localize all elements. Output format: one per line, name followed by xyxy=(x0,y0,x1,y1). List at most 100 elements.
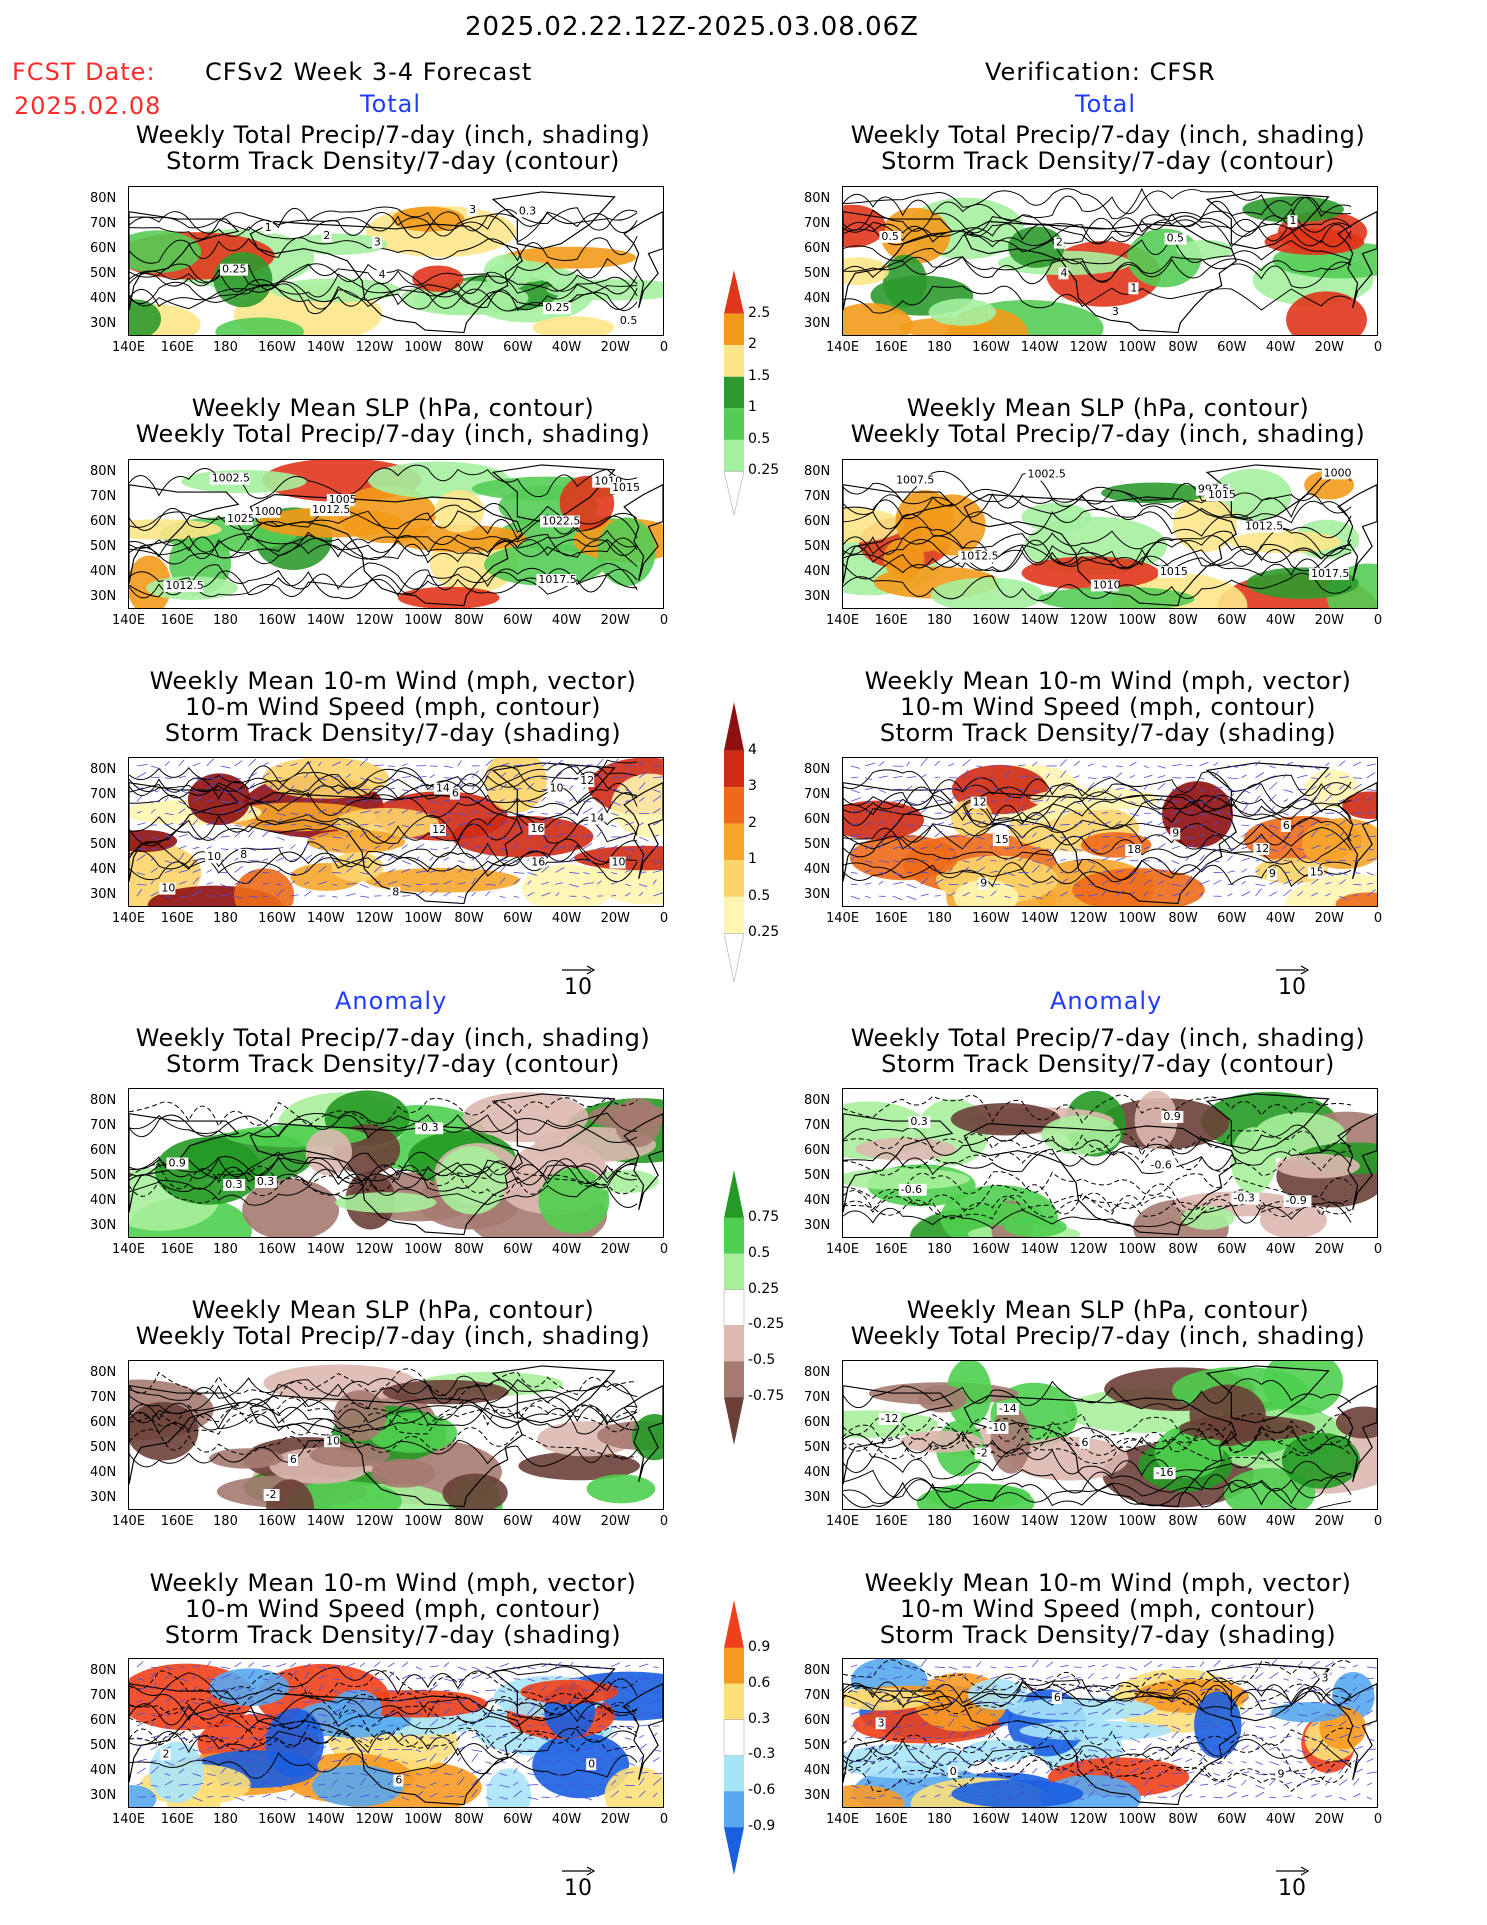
colorbar-segment xyxy=(723,933,745,982)
wind-vector xyxy=(1241,1721,1246,1727)
contour-line xyxy=(129,533,638,564)
lon-tick-label: 120W xyxy=(355,340,394,355)
wind-vector xyxy=(625,1664,631,1668)
wind-vector xyxy=(415,1749,422,1753)
contour-label: 2 xyxy=(1053,236,1064,249)
wind-vector xyxy=(248,870,255,873)
wind-vector xyxy=(1059,770,1067,778)
wind-vector xyxy=(429,801,441,804)
wind-vector xyxy=(317,761,322,767)
wind-vector xyxy=(1325,1661,1335,1668)
wind-vector xyxy=(1157,860,1166,864)
wind-vector xyxy=(597,1733,604,1739)
wind-vector xyxy=(318,855,325,861)
contour-line xyxy=(129,1670,638,1701)
wind-vector xyxy=(1060,823,1070,826)
wind-vector xyxy=(429,848,438,851)
svg-text:9: 9 xyxy=(1269,867,1276,880)
wind-vector xyxy=(499,811,507,814)
wind-vector xyxy=(485,842,491,850)
wind-vector xyxy=(387,1662,395,1668)
wind-vector xyxy=(206,1661,212,1668)
wind-vector xyxy=(962,1745,973,1751)
wind-vector xyxy=(1101,856,1110,861)
wind-vector xyxy=(387,1700,399,1703)
wind-vector xyxy=(1311,1722,1319,1727)
wind-vector xyxy=(990,1794,999,1798)
wind-vector xyxy=(1060,1664,1069,1668)
wind-vector xyxy=(1255,836,1264,839)
forecast-total-precip-storm-map: 4 3 2 3 1 0.5 0.25 0.25 0.3 xyxy=(128,186,664,336)
lon-tick-label: 140W xyxy=(306,1242,345,1257)
wind-vector xyxy=(206,1695,214,1703)
contour-label: 0.5 xyxy=(1164,232,1187,245)
shading-blob xyxy=(364,867,520,893)
colorbar-label: -0.6 xyxy=(748,1782,776,1799)
contour-line xyxy=(843,526,1352,557)
contour-label: 12 xyxy=(1253,842,1270,855)
shading-blob xyxy=(486,1768,532,1807)
wind-vector xyxy=(164,1780,173,1786)
lon-tick-label: 160W xyxy=(972,340,1010,355)
wind-vector xyxy=(387,868,396,873)
wind-vector xyxy=(443,1784,449,1786)
wind-vector xyxy=(220,820,229,826)
wind-vector xyxy=(569,834,578,838)
wind-vector xyxy=(1004,1780,1010,1786)
contour-line xyxy=(129,1379,638,1415)
wind-vector xyxy=(457,882,466,885)
wind-vector xyxy=(976,1685,984,1691)
wind-vector xyxy=(1227,793,1235,802)
shading-blob xyxy=(843,204,886,248)
wind-vector xyxy=(555,867,565,873)
contour-line xyxy=(843,1727,1352,1761)
wind-vector xyxy=(1004,1796,1014,1800)
contour-line xyxy=(129,1427,638,1458)
wind-vector xyxy=(1310,829,1319,838)
asia-outline xyxy=(129,782,240,882)
wind-vector xyxy=(1255,859,1261,862)
wind-vector xyxy=(457,1768,464,1774)
wind-vector xyxy=(850,822,859,826)
wind-vector xyxy=(610,758,619,767)
wind-vector xyxy=(611,844,618,850)
wind-vector xyxy=(906,895,917,901)
wind-vector xyxy=(1032,1678,1039,1680)
lon-tick-label: 80W xyxy=(454,613,484,628)
wind-vector xyxy=(1143,836,1150,839)
wind-vector xyxy=(332,860,339,863)
wind-vector xyxy=(1352,1759,1360,1762)
panel-title-line: Storm Track Density/7-day (contour) xyxy=(166,147,620,175)
svg-text:-12: -12 xyxy=(881,1412,899,1425)
wind-vector xyxy=(1213,821,1220,826)
wind-vector xyxy=(150,1784,158,1787)
wind-vector xyxy=(976,895,984,898)
wind-vector xyxy=(499,772,507,779)
wind-vector xyxy=(234,1782,242,1786)
wind-vector xyxy=(1325,1737,1335,1741)
wind-vector xyxy=(624,892,631,897)
lon-tick-label: 60W xyxy=(1217,1242,1247,1257)
wind-vector xyxy=(401,1690,412,1694)
lon-tick-label: 140E xyxy=(112,1514,146,1529)
wind-vector xyxy=(1171,789,1180,791)
wind-vector xyxy=(906,835,916,838)
wind-vector xyxy=(1241,891,1251,897)
contour-label: 0.3 xyxy=(223,1178,246,1191)
wind-vector xyxy=(1060,785,1069,790)
wind-vector xyxy=(878,775,888,779)
contour-line xyxy=(843,1738,1352,1770)
wind-vector xyxy=(374,824,383,828)
wind-vector xyxy=(1352,1768,1363,1774)
contour-label: 0.3 xyxy=(254,1175,277,1188)
wind-vector xyxy=(1366,1782,1373,1786)
wind-vector xyxy=(471,877,477,885)
wind-vector xyxy=(290,894,299,897)
wind-vector xyxy=(990,1721,995,1727)
wind-vector xyxy=(150,1671,157,1679)
wind-vector xyxy=(892,1781,902,1786)
colorbar-label: 2.5 xyxy=(748,304,771,321)
shading-blob xyxy=(284,1480,402,1509)
svg-text:0.25: 0.25 xyxy=(545,301,569,314)
lon-tick-label: 20W xyxy=(1314,911,1344,926)
